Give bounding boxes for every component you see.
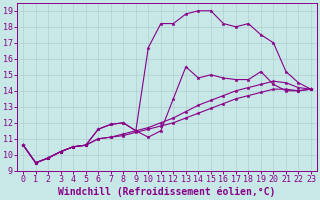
X-axis label: Windchill (Refroidissement éolien,°C): Windchill (Refroidissement éolien,°C) [58, 187, 276, 197]
